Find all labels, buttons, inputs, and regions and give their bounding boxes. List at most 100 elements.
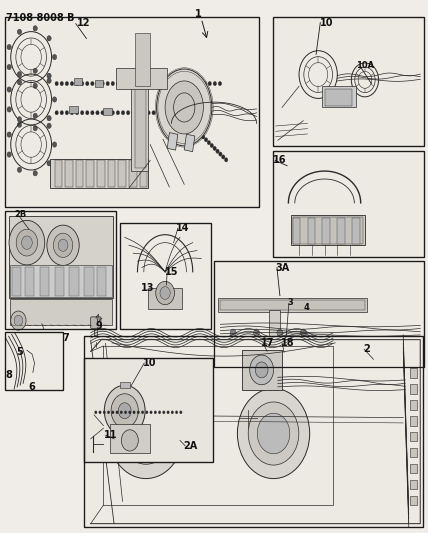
Circle shape bbox=[96, 82, 99, 86]
Bar bbox=[167, 133, 178, 150]
Circle shape bbox=[203, 111, 206, 115]
Circle shape bbox=[65, 111, 68, 115]
Bar bbox=[184, 134, 195, 152]
Circle shape bbox=[170, 103, 173, 108]
Text: 11: 11 bbox=[104, 430, 117, 440]
Circle shape bbox=[190, 123, 193, 127]
Bar bbox=[69, 107, 78, 114]
Circle shape bbox=[187, 111, 191, 115]
Circle shape bbox=[198, 82, 201, 86]
Bar bbox=[293, 218, 300, 244]
Bar bbox=[273, 17, 424, 146]
Bar bbox=[293, 217, 363, 244]
Bar bbox=[273, 151, 424, 257]
Circle shape bbox=[248, 402, 299, 465]
Circle shape bbox=[178, 111, 181, 115]
Circle shape bbox=[131, 111, 135, 115]
Bar bbox=[65, 160, 73, 187]
Circle shape bbox=[119, 398, 173, 464]
Text: 4: 4 bbox=[303, 303, 309, 312]
Circle shape bbox=[182, 82, 186, 86]
Circle shape bbox=[160, 287, 170, 300]
Bar bbox=[118, 160, 126, 187]
Text: 10: 10 bbox=[143, 358, 156, 368]
Circle shape bbox=[129, 409, 163, 453]
Circle shape bbox=[104, 385, 145, 436]
Circle shape bbox=[146, 411, 148, 414]
Bar bbox=[86, 160, 94, 187]
Bar bbox=[12, 267, 21, 296]
Circle shape bbox=[147, 82, 150, 86]
Circle shape bbox=[162, 82, 166, 86]
Circle shape bbox=[152, 111, 155, 115]
Circle shape bbox=[199, 132, 202, 136]
Ellipse shape bbox=[165, 81, 203, 134]
Bar bbox=[5, 17, 259, 207]
Circle shape bbox=[198, 111, 201, 115]
Circle shape bbox=[101, 82, 104, 86]
Circle shape bbox=[161, 95, 165, 99]
Circle shape bbox=[180, 411, 182, 414]
Circle shape bbox=[14, 316, 23, 326]
Circle shape bbox=[112, 411, 114, 414]
Circle shape bbox=[167, 100, 170, 104]
Circle shape bbox=[103, 411, 106, 414]
Bar bbox=[54, 160, 62, 187]
Circle shape bbox=[218, 82, 222, 86]
Circle shape bbox=[18, 167, 21, 173]
Circle shape bbox=[33, 68, 37, 74]
Circle shape bbox=[157, 111, 160, 115]
Circle shape bbox=[238, 389, 310, 479]
Bar bbox=[119, 223, 211, 329]
Circle shape bbox=[157, 82, 160, 86]
Circle shape bbox=[187, 82, 191, 86]
Bar bbox=[119, 382, 130, 389]
Circle shape bbox=[55, 82, 58, 86]
Bar bbox=[76, 160, 83, 187]
Bar bbox=[95, 80, 104, 87]
Bar bbox=[301, 335, 316, 347]
Text: 17: 17 bbox=[261, 338, 274, 348]
Circle shape bbox=[60, 111, 63, 115]
Circle shape bbox=[52, 142, 56, 147]
Circle shape bbox=[106, 111, 110, 115]
Circle shape bbox=[33, 171, 37, 176]
Circle shape bbox=[52, 97, 56, 102]
Bar bbox=[135, 33, 150, 86]
Text: 3A: 3A bbox=[276, 263, 290, 272]
Circle shape bbox=[253, 329, 259, 336]
Circle shape bbox=[137, 111, 140, 115]
Bar bbox=[410, 432, 417, 441]
Bar bbox=[308, 218, 315, 244]
Bar bbox=[69, 267, 79, 296]
Circle shape bbox=[208, 111, 211, 115]
Circle shape bbox=[121, 111, 125, 115]
Bar bbox=[5, 212, 116, 329]
Circle shape bbox=[47, 78, 51, 83]
Bar bbox=[322, 86, 357, 108]
Circle shape bbox=[207, 141, 211, 145]
Circle shape bbox=[52, 54, 56, 60]
Circle shape bbox=[116, 111, 119, 115]
Bar bbox=[84, 267, 94, 296]
Circle shape bbox=[47, 73, 51, 78]
Circle shape bbox=[277, 329, 283, 336]
Circle shape bbox=[133, 411, 135, 414]
Circle shape bbox=[58, 239, 68, 252]
Bar bbox=[135, 81, 146, 168]
Circle shape bbox=[128, 411, 131, 414]
Circle shape bbox=[142, 111, 145, 115]
Circle shape bbox=[121, 430, 138, 451]
Circle shape bbox=[60, 82, 63, 86]
Circle shape bbox=[224, 158, 228, 162]
Circle shape bbox=[152, 82, 155, 86]
Circle shape bbox=[47, 116, 51, 121]
Circle shape bbox=[137, 82, 140, 86]
Circle shape bbox=[18, 79, 21, 85]
Bar bbox=[352, 218, 360, 244]
Circle shape bbox=[175, 109, 179, 114]
Circle shape bbox=[7, 152, 11, 157]
Bar bbox=[110, 424, 150, 453]
Bar bbox=[214, 261, 424, 367]
Bar bbox=[50, 159, 148, 188]
